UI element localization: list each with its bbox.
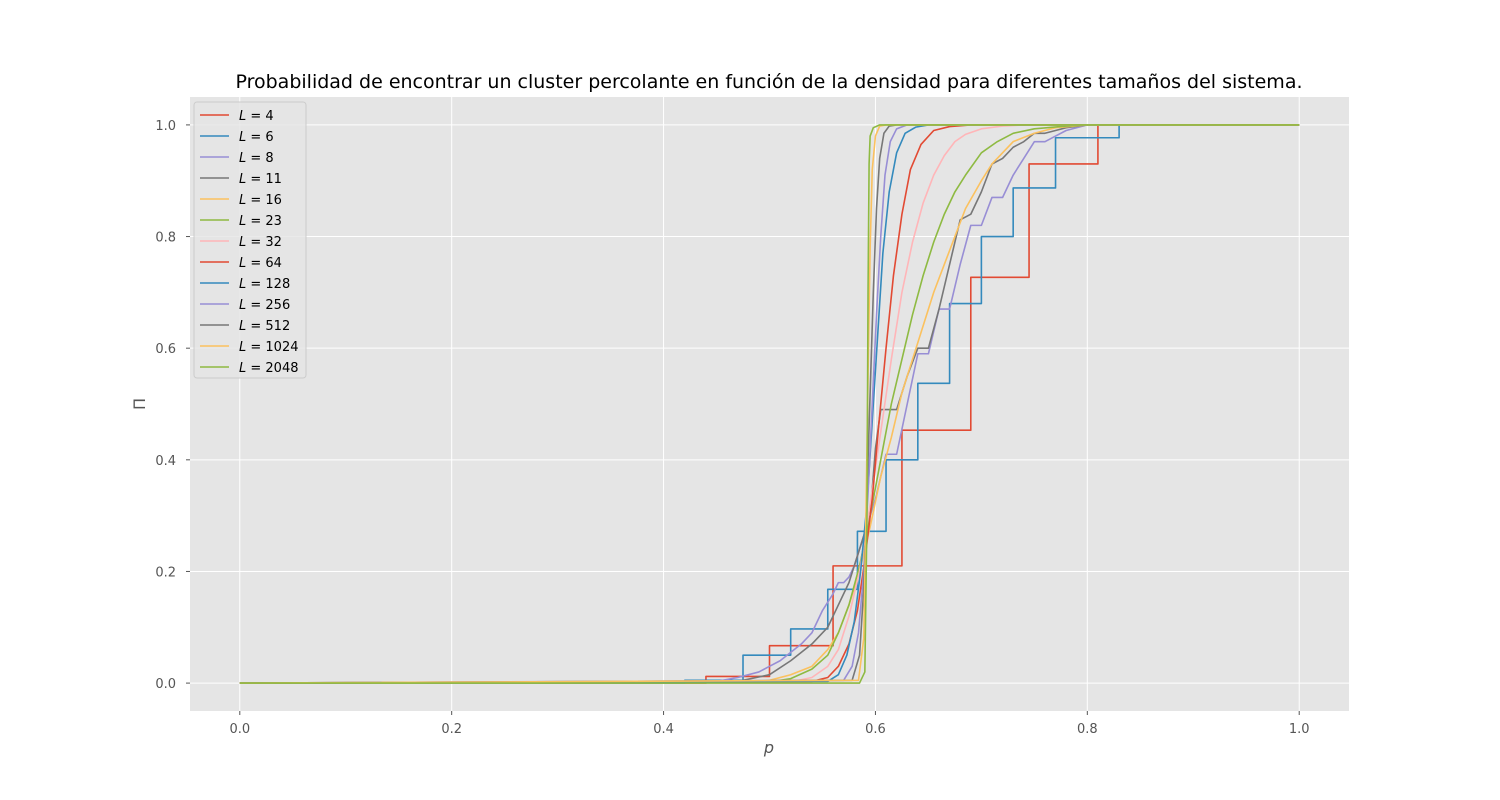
legend-label-L512: L = 512 — [239, 319, 290, 334]
legend-label-L23: L = 23 — [239, 214, 282, 229]
series-line-L23 — [239, 124, 1300, 684]
series-line-L2048 — [239, 124, 1300, 684]
legend-label-L11: L = 11 — [239, 172, 282, 187]
series-line-L256 — [239, 124, 1300, 684]
x-tick-label: 0.4 — [653, 722, 674, 737]
series-line-L128 — [239, 124, 1300, 684]
series-line-L4 — [239, 124, 1300, 684]
y-tick-label: 0.4 — [155, 454, 176, 469]
series-line-L8 — [239, 124, 1300, 684]
legend: L = 4 L = 6 L = 8 L = 11 L = 16 L = 23 L = 32 L… — [193, 101, 307, 379]
y-tick-label: 0.2 — [155, 565, 176, 580]
x-axis-label: p — [763, 738, 774, 757]
y-tick-label: 0.6 — [155, 342, 176, 357]
x-tick-label: 0.0 — [229, 722, 250, 737]
chart-title: Probabilidad de encontrar un cluster per… — [235, 71, 1302, 93]
axis-ticks: 0.0 0.2 0.4 0.6 0.8 1.0 0.0 0.2 0.4 0.6 0.8 1.0 — [155, 119, 1309, 737]
y-tick-label: 0.0 — [155, 677, 176, 692]
legend-label-L16: L = 16 — [239, 193, 282, 208]
legend-label-L128: L = 128 — [239, 277, 290, 292]
series-line-L64 — [239, 124, 1300, 684]
x-tick-label: 1.0 — [1289, 722, 1310, 737]
legend-label-L6: L = 6 — [239, 130, 274, 145]
plot-area — [190, 97, 1349, 711]
series-line-L16 — [239, 124, 1300, 684]
series-lines — [239, 124, 1300, 684]
y-tick-label: 1.0 — [155, 119, 176, 134]
series-line-L512 — [239, 124, 1300, 684]
legend-label-L1024: L = 1024 — [239, 340, 299, 355]
legend-label-L8: L = 8 — [239, 151, 274, 166]
y-tick-label: 0.8 — [155, 231, 176, 246]
legend-box — [193, 101, 307, 379]
legend-label-L256: L = 256 — [239, 298, 290, 313]
x-tick-label: 0.8 — [1077, 722, 1098, 737]
series-line-L32 — [239, 124, 1300, 684]
x-tick-label: 0.2 — [441, 722, 462, 737]
legend-label-L32: L = 32 — [239, 235, 282, 250]
x-tick-label: 0.6 — [865, 722, 886, 737]
legend-label-L4: L = 4 — [239, 109, 274, 124]
y-axis-label: Π — [130, 398, 149, 410]
legend-label-L2048: L = 2048 — [239, 361, 299, 376]
legend-label-L64: L = 64 — [239, 256, 282, 271]
